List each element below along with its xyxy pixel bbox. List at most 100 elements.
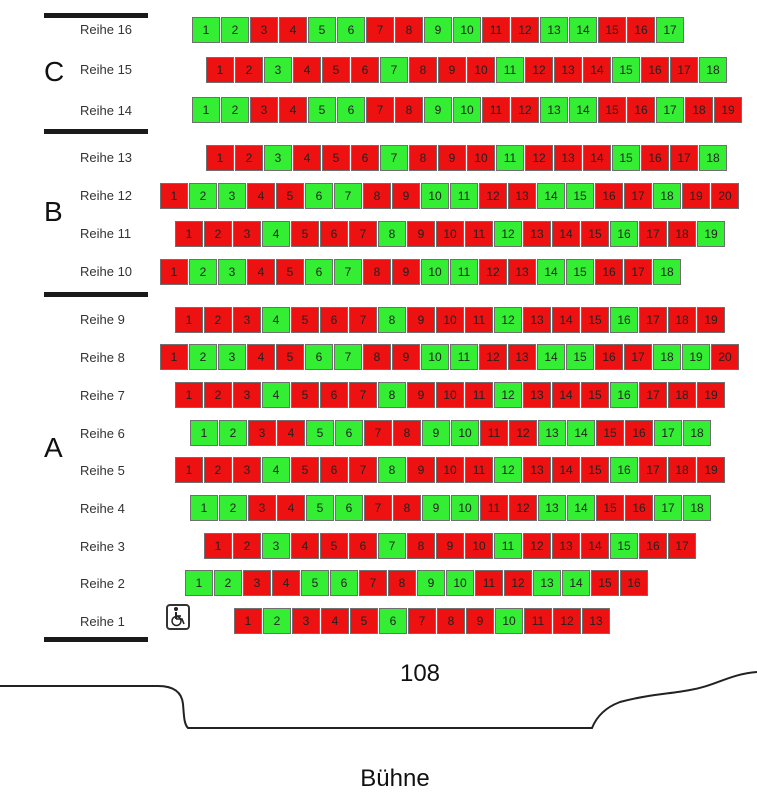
seat-free[interactable]: 1 (185, 570, 213, 596)
seat-taken[interactable]: 9 (407, 382, 435, 408)
seat-taken[interactable]: 8 (409, 57, 437, 83)
seat-taken[interactable]: 11 (465, 307, 493, 333)
seat-taken[interactable]: 13 (554, 57, 582, 83)
seat-free[interactable]: 10 (421, 259, 449, 285)
seat-taken[interactable]: 6 (320, 221, 348, 247)
seat-free[interactable]: 12 (494, 307, 522, 333)
seat-taken[interactable]: 8 (395, 97, 423, 123)
seat-taken[interactable]: 2 (235, 145, 263, 171)
seat-taken[interactable]: 8 (363, 259, 391, 285)
seat-free[interactable]: 15 (566, 183, 594, 209)
seat-taken[interactable]: 5 (276, 183, 304, 209)
seat-taken[interactable]: 9 (407, 307, 435, 333)
seat-taken[interactable]: 11 (480, 495, 508, 521)
seat-taken[interactable]: 17 (624, 183, 652, 209)
seat-free[interactable]: 6 (379, 608, 407, 634)
seat-taken[interactable]: 19 (697, 382, 725, 408)
seat-taken[interactable]: 2 (235, 57, 263, 83)
seat-taken[interactable]: 2 (233, 533, 261, 559)
seat-taken[interactable]: 16 (641, 57, 669, 83)
seat-taken[interactable]: 4 (293, 57, 321, 83)
seat-taken[interactable]: 11 (480, 420, 508, 446)
seat-free[interactable]: 13 (540, 97, 568, 123)
seat-free[interactable]: 14 (569, 97, 597, 123)
seat-free[interactable]: 6 (305, 183, 333, 209)
seat-taken[interactable]: 17 (639, 457, 667, 483)
seat-taken[interactable]: 18 (668, 457, 696, 483)
seat-taken[interactable]: 7 (349, 221, 377, 247)
seat-free[interactable]: 4 (262, 221, 290, 247)
seat-free[interactable]: 2 (263, 608, 291, 634)
seat-free[interactable]: 13 (540, 17, 568, 43)
seat-free[interactable]: 1 (192, 97, 220, 123)
seat-taken[interactable]: 3 (233, 221, 261, 247)
seat-taken[interactable]: 12 (553, 608, 581, 634)
seat-taken[interactable]: 4 (277, 495, 305, 521)
seat-taken[interactable]: 7 (349, 382, 377, 408)
seat-taken[interactable]: 16 (625, 420, 653, 446)
seat-taken[interactable]: 8 (407, 533, 435, 559)
seat-taken[interactable]: 5 (322, 145, 350, 171)
seat-free[interactable]: 18 (699, 57, 727, 83)
seat-free[interactable]: 2 (219, 420, 247, 446)
seat-taken[interactable]: 1 (175, 221, 203, 247)
seat-taken[interactable]: 13 (508, 344, 536, 370)
seat-taken[interactable]: 16 (639, 533, 667, 559)
seat-taken[interactable]: 17 (670, 145, 698, 171)
seat-free[interactable]: 9 (422, 420, 450, 446)
seat-taken[interactable]: 12 (523, 533, 551, 559)
seat-free[interactable]: 6 (330, 570, 358, 596)
seat-taken[interactable]: 7 (359, 570, 387, 596)
seat-taken[interactable]: 13 (508, 259, 536, 285)
seat-taken[interactable]: 4 (272, 570, 300, 596)
seat-taken[interactable]: 1 (175, 382, 203, 408)
seat-taken[interactable]: 10 (467, 57, 495, 83)
seat-free[interactable]: 15 (610, 533, 638, 559)
seat-taken[interactable]: 19 (697, 307, 725, 333)
seat-taken[interactable]: 17 (639, 307, 667, 333)
seat-free[interactable]: 19 (697, 221, 725, 247)
seat-free[interactable]: 13 (538, 495, 566, 521)
seat-free[interactable]: 16 (610, 382, 638, 408)
seat-taken[interactable]: 14 (552, 457, 580, 483)
seat-free[interactable]: 8 (378, 221, 406, 247)
seat-free[interactable]: 16 (610, 457, 638, 483)
seat-taken[interactable]: 7 (366, 97, 394, 123)
seat-free[interactable]: 18 (699, 145, 727, 171)
seat-taken[interactable]: 11 (524, 608, 552, 634)
seat-taken[interactable]: 15 (596, 495, 624, 521)
seat-taken[interactable]: 2 (204, 307, 232, 333)
seat-taken[interactable]: 1 (234, 608, 262, 634)
seat-taken[interactable]: 13 (554, 145, 582, 171)
seat-taken[interactable]: 14 (583, 145, 611, 171)
seat-taken[interactable]: 15 (581, 307, 609, 333)
seat-free[interactable]: 18 (653, 259, 681, 285)
seat-taken[interactable]: 19 (714, 97, 742, 123)
seat-free[interactable]: 3 (262, 533, 290, 559)
seat-free[interactable]: 18 (683, 420, 711, 446)
seat-taken[interactable]: 11 (465, 457, 493, 483)
seat-taken[interactable]: 9 (466, 608, 494, 634)
seat-taken[interactable]: 1 (206, 57, 234, 83)
seat-taken[interactable]: 7 (366, 17, 394, 43)
seat-taken[interactable]: 12 (479, 183, 507, 209)
seat-taken[interactable]: 1 (160, 344, 188, 370)
seat-free[interactable]: 6 (337, 17, 365, 43)
seat-taken[interactable]: 12 (509, 420, 537, 446)
seat-taken[interactable]: 10 (465, 533, 493, 559)
seat-taken[interactable]: 4 (247, 259, 275, 285)
seat-free[interactable]: 3 (218, 183, 246, 209)
seat-taken[interactable]: 12 (525, 145, 553, 171)
seat-taken[interactable]: 9 (407, 457, 435, 483)
seat-taken[interactable]: 16 (620, 570, 648, 596)
seat-free[interactable]: 7 (334, 259, 362, 285)
seat-taken[interactable]: 13 (582, 608, 610, 634)
seat-free[interactable]: 11 (450, 259, 478, 285)
seat-taken[interactable]: 12 (511, 97, 539, 123)
seat-free[interactable]: 6 (305, 259, 333, 285)
seat-taken[interactable]: 11 (465, 382, 493, 408)
seat-taken[interactable]: 1 (160, 259, 188, 285)
seat-free[interactable]: 4 (262, 382, 290, 408)
seat-free[interactable]: 8 (378, 457, 406, 483)
seat-taken[interactable]: 8 (393, 495, 421, 521)
